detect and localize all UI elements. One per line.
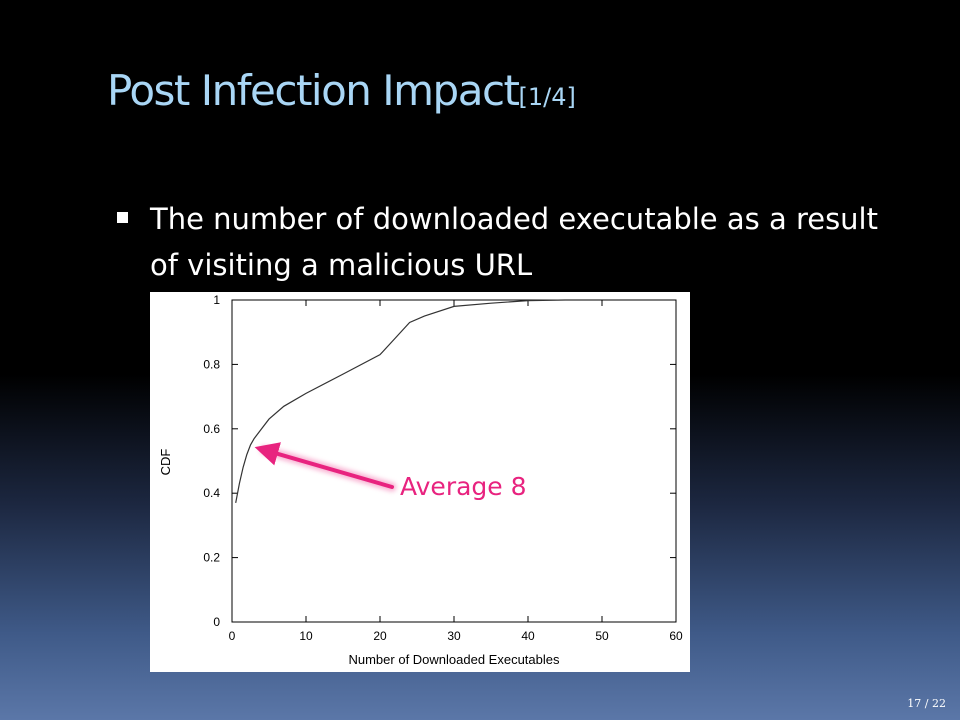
x-tick-label: 50 (595, 629, 609, 643)
bullet-square-icon (117, 212, 128, 223)
cdf-series-line (235, 299, 566, 504)
x-tick-label: 60 (669, 629, 683, 643)
page-number: 17 / 22 (907, 697, 946, 710)
y-tick-label: 0.4 (203, 486, 220, 500)
bullet-text: The number of downloaded executable as a… (150, 202, 878, 282)
slide-title: Post Infection Impact[1/4] (107, 66, 576, 115)
x-axis-label: Number of Downloaded Executables (348, 652, 560, 667)
y-tick-label: 0 (213, 615, 220, 629)
x-tick-label: 10 (299, 629, 313, 643)
y-tick-label: 0.2 (203, 551, 220, 565)
y-axis-label: CDF (158, 449, 173, 476)
y-tick-label: 1 (213, 293, 220, 307)
cdf-chart: 0 0.2 0.4 0.6 0.8 1 0 10 20 30 40 50 60 Number of D… (150, 292, 690, 672)
x-tick-label: 20 (373, 629, 387, 643)
annotation-average-label: Average 8 (400, 472, 527, 501)
annotation-arrow (254, 442, 394, 489)
x-tick-label: 40 (521, 629, 535, 643)
y-tick-label: 0.6 (203, 422, 220, 436)
y-tick-label: 0.8 (203, 357, 220, 371)
cdf-chart-svg: 0 0.2 0.4 0.6 0.8 1 0 10 20 30 40 50 60 Number of D… (158, 293, 683, 667)
x-tick-label: 30 (447, 629, 461, 643)
x-tick-label: 0 (229, 629, 236, 643)
slide-title-suffix: [1/4] (518, 83, 576, 111)
slide-title-text: Post Infection Impact (107, 66, 520, 115)
